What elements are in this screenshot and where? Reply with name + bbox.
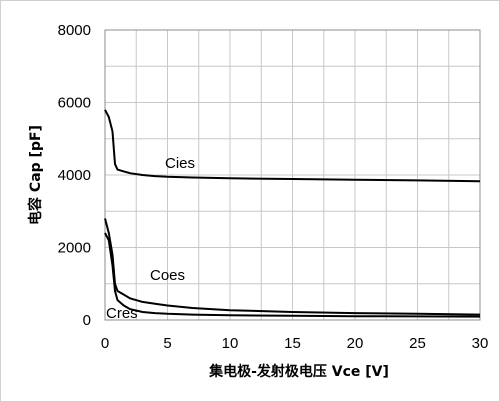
series-line-cies	[104, 109, 481, 183]
x-tick-label: 20	[347, 335, 364, 352]
y-tick-label: 4000	[58, 167, 91, 184]
plot-area	[104, 29, 481, 321]
series-label-cres: Cres	[106, 305, 138, 322]
tick-labels: 0 5 10 15 20 25 30 0 2000 4000 6000 8000	[58, 22, 489, 352]
y-tick-label: 2000	[58, 240, 91, 257]
x-tick-label: 0	[101, 335, 109, 352]
x-tick-label: 15	[284, 335, 301, 352]
series-label-cies: Cies	[165, 155, 195, 172]
y-tick-label: 8000	[58, 22, 91, 39]
x-tick-label: 5	[163, 335, 171, 352]
x-tick-label: 10	[222, 335, 239, 352]
y-axis-title: 电容 Cap [pF]	[27, 125, 44, 225]
y-tick-label: 0	[83, 312, 91, 329]
x-tick-label: 30	[472, 335, 489, 352]
y-tick-label: 6000	[58, 95, 91, 112]
x-tick-label: 25	[409, 335, 426, 352]
series-label-coes: Coes	[150, 267, 185, 284]
series-lines	[104, 109, 481, 318]
x-axis-title: 集电极-发射极电压 Vce [V]	[208, 363, 389, 380]
series-line-cres	[104, 232, 481, 318]
series-labels: Cies Coes Cres	[106, 155, 195, 322]
plot-border	[104, 29, 481, 321]
